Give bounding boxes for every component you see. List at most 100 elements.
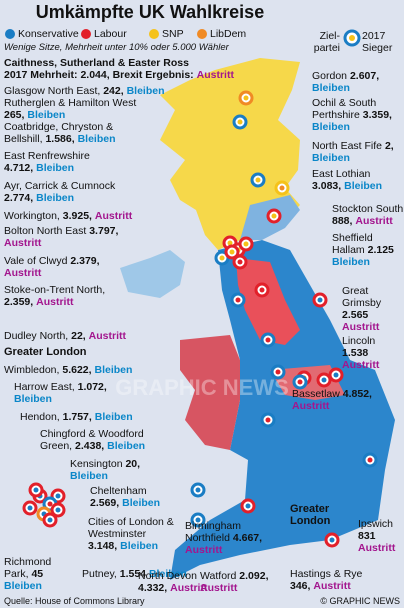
majority: 1.757, [62,411,92,423]
constituency-label: Rutherglen & Hamilton West 265, Bleiben [4,97,144,121]
majority: 2.607, [349,70,380,82]
title: Umkämpfte UK Wahlkreise [35,2,265,22]
legend-label: Konservative [18,28,79,40]
result: Austritt [313,580,351,592]
marker-dot [229,249,235,255]
majority: 3.359, [362,109,392,121]
result: Austritt [185,544,223,556]
marker-dot [297,379,303,385]
name: Hendon, [20,411,60,423]
result: Austritt [170,582,208,594]
marker-dot [47,501,53,507]
name: Ochil & South Perthshire [312,97,377,121]
constituency-label: Kensington 20, Bleiben [70,458,150,482]
marker-dot [245,503,251,509]
name: Caithness, Sutherland & Easter Ross [4,57,189,69]
constituency-label: Cities of London & Westminster 3.148, Bl… [88,516,178,552]
watermark: GRAPHIC NEWS [115,375,289,400]
marker-dot [265,417,271,423]
constituency-label: Cheltenham 2.569, Bleiben [90,485,170,509]
name: Dudley North, [4,330,69,342]
majority: 2.565 [342,309,369,321]
legend-swatch [197,29,207,39]
legend-label: LibDem [210,28,247,40]
london-heading: Greater London [4,346,87,358]
constituency-label: Coatbridge, Chryston & Bellshill, 1.586,… [4,121,144,145]
majority: 2.569, [90,497,120,509]
result: Bleiben [94,364,133,376]
credit: © GRAPHIC NEWS [320,596,400,606]
constituency-label: North Devon 4.332, Austritt [138,570,228,594]
result: Austritt [342,359,380,371]
result: Austritt [94,210,133,222]
legend-target: Ziel-partei [313,30,340,54]
constituency-label: Great Grimsby 2.565 Austritt [342,285,404,333]
name: Richmond Park, [4,556,52,580]
marker-dot [275,369,281,375]
name: Watford [200,570,237,582]
constituency-label: Watford 2.092, Austritt [200,570,290,594]
majority: 5.622, [62,364,92,376]
england [170,240,395,580]
constituency-label: Richmond Park, 45 Bleiben [4,556,74,592]
result: Austritt [292,400,330,412]
legend-swatch [149,29,159,39]
majority: 4.712, [4,162,34,174]
constituency-label: Stockton South 888, Austritt [332,203,404,227]
majority: 4.332, [138,582,168,594]
majority: 831 [358,530,376,542]
legend-label: SNP [162,28,184,40]
result: Bleiben [36,162,75,174]
constituency-label: Stoke-on-Trent North, 2.359, Austritt [4,284,114,308]
result: Bleiben [94,411,133,423]
majority: 888, [332,215,353,227]
name: Ipswich [358,518,394,530]
constituency-label: Harrow East, 1.072, Bleiben [14,381,144,405]
constituency-label: Hastings & Rye 346, Austritt [290,568,380,592]
name: Ayr, Carrick & Cumnock [4,180,116,192]
result: Austritt [342,321,380,333]
result: Bleiben [14,393,52,405]
constituency-label: Lincoln 1.538 Austritt [342,335,404,371]
marker-dot [237,259,243,265]
marker-dot [227,240,233,246]
result: Bleiben [122,497,161,509]
marker-dot [55,507,61,513]
constituency-label: Dudley North, 22, Austritt [4,330,154,342]
marker-dot [329,537,335,543]
marker-dot [195,487,201,493]
majority: 2.044, [80,69,110,81]
marker-dot [195,517,201,523]
name: Bolton North East [4,225,87,237]
result: Bleiben [77,133,116,145]
majority: 2.379, [70,255,100,267]
name: Coatbridge, Chryston & Bellshill, [4,121,114,145]
northern-ireland [120,250,185,298]
majority: 3.148, [88,540,118,552]
constituency-label: Ipswich 831 Austritt [358,518,404,554]
constituency-label: North East Fife 2, Bleiben [312,140,402,164]
marker-dot [237,119,243,125]
result: Bleiben [332,256,370,268]
north-england-labour [236,258,300,345]
result: Bleiben [4,580,42,592]
majority: 265, [4,109,25,121]
legend-label: Labour [94,28,127,40]
majority: 2.774, [4,192,34,204]
name: North East Fife [312,140,383,152]
marker-dot [243,241,249,247]
marker-dot [243,95,249,101]
result: Bleiben [70,470,108,482]
result: Bleiben [120,540,159,552]
constituency-label: Glasgow North East, 242, Bleiben [4,85,204,97]
name: Hastings & Rye [290,568,363,580]
marker-dot [255,177,261,183]
marker-dot [55,493,61,499]
majority: 1.586, [45,133,75,145]
marker-dot [259,287,265,293]
name: Kensington [70,458,123,470]
constituency-label: Vale of Clwyd 2.379, Austritt [4,255,114,279]
name: Putney, [82,568,117,580]
